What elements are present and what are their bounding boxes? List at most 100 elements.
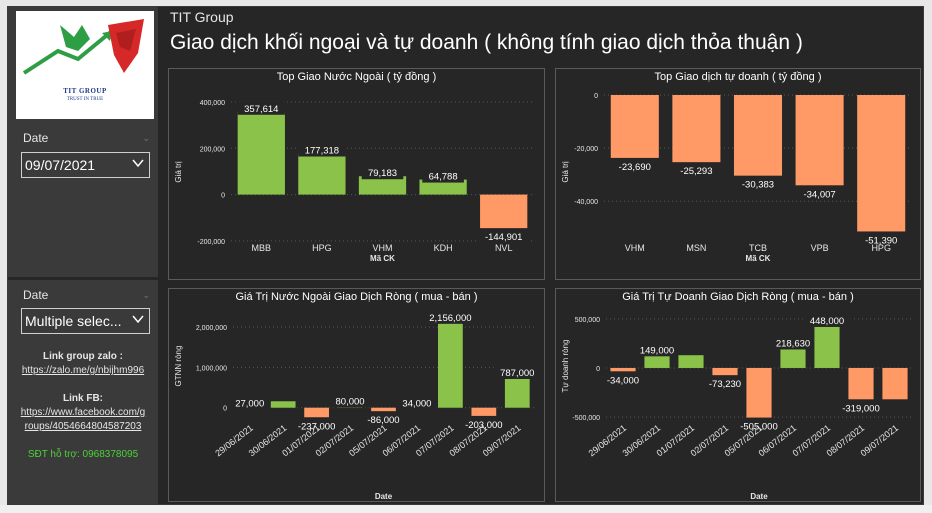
data-label-bg xyxy=(769,336,817,350)
data-label-bg xyxy=(734,177,782,191)
y-tick-label: -20,000 xyxy=(574,146,598,153)
data-label: -237,000 xyxy=(298,421,336,432)
data-label: 787,000 xyxy=(500,368,534,379)
x-tick-label: VHM xyxy=(625,243,645,253)
date-multi-dropdown[interactable]: Multiple selec... xyxy=(21,308,150,334)
bar xyxy=(298,153,346,195)
data-label-bg xyxy=(298,143,346,157)
chart-panel-foreign-net: Giá Trị Nước Ngoài Giao Dịch Ròng ( mua … xyxy=(168,288,545,502)
chevron-down-icon[interactable]: ⌄ xyxy=(142,133,150,143)
bar xyxy=(672,95,721,163)
data-label-bg xyxy=(477,230,531,244)
data-label-bg xyxy=(422,169,464,183)
data-label: 27,000 xyxy=(235,399,264,410)
chart-panel-prop-net: Giá Trị Tự Doanh Giao Dịch Ròng ( mua - … xyxy=(555,288,921,502)
chart-panel-prop-top: Top Giao dịch tự doanh ( tỷ đồng ) 0 -20,… xyxy=(555,68,921,280)
fb-link-line1[interactable]: https://www.facebook.com/g xyxy=(20,407,146,418)
x-tick-label: HPG xyxy=(871,243,891,253)
data-label: -505,000 xyxy=(740,422,778,433)
bar xyxy=(270,401,296,408)
data-label-bg xyxy=(857,233,905,247)
dashboard: TIT GROUP TRUST IN TRUE Date ⌄ 09/07/202… xyxy=(7,6,924,506)
x-axis-label: Date xyxy=(750,492,768,501)
zalo-link[interactable]: https://zalo.me/g/nbijhm996 xyxy=(21,365,145,376)
data-label-bg xyxy=(834,401,888,415)
fb-link-line2[interactable]: roups/4054664804587203 xyxy=(24,421,142,432)
bar xyxy=(419,179,467,195)
y-tick-label: 1,000,000 xyxy=(196,365,227,372)
data-label-bg xyxy=(493,365,541,379)
bar xyxy=(471,407,497,416)
data-label-bg xyxy=(701,377,749,391)
x-tick-label: TCB xyxy=(749,243,767,253)
data-label: 2,156,000 xyxy=(429,313,471,324)
chart-foreign-top: 400,000 200,000 0 -200,000 Giá trị 357,614 MBB… xyxy=(174,100,534,263)
data-label: -30,383 xyxy=(742,180,774,191)
logo-name: TIT GROUP xyxy=(63,87,107,95)
y-tick-label: 0 xyxy=(596,366,600,373)
bar xyxy=(304,407,329,418)
page-tabs-strip xyxy=(0,505,932,513)
data-label: 177,318 xyxy=(305,146,339,157)
data-label-bg xyxy=(359,413,408,427)
logo-graphic-icon xyxy=(22,19,144,75)
date-dropdown[interactable]: 09/07/2021 xyxy=(21,152,150,178)
data-label: -51,390 xyxy=(865,235,897,246)
y-axis-label: Tự doanh ròng xyxy=(561,340,570,393)
x-axis-label: Mã CK xyxy=(370,254,395,263)
org-name: TIT Group xyxy=(170,9,234,25)
y-tick-label: 400,000 xyxy=(200,100,225,107)
chevron-down-icon[interactable]: ⌄ xyxy=(142,290,150,300)
x-axis-label: Date xyxy=(375,492,393,501)
y-tick-label: 0 xyxy=(594,93,598,100)
y-tick-label: -200,000 xyxy=(197,239,225,246)
zalo-label: Link group zalo : xyxy=(43,351,123,362)
bar xyxy=(504,375,530,408)
date-multi-dropdown-value: Multiple selec... xyxy=(25,313,122,329)
chevron-down-icon xyxy=(132,315,144,324)
y-tick-label: 0 xyxy=(221,193,225,200)
bar xyxy=(610,95,659,158)
divider xyxy=(8,277,158,280)
support-phone: SĐT hỗ trợ: 0968378095 xyxy=(27,449,139,460)
logo-tagline: TRUST IN TRUE xyxy=(66,97,104,102)
bar xyxy=(610,367,636,372)
data-label-bg xyxy=(457,417,511,431)
data-label-bg xyxy=(796,187,844,201)
bar xyxy=(857,95,906,232)
bar xyxy=(780,346,806,368)
x-tick-label: VPB xyxy=(811,243,829,253)
chart-title: Giá Trị Nước Ngoài Giao Dịch Ròng ( mua … xyxy=(235,291,478,303)
y-axis-label: Giá trị xyxy=(561,161,570,183)
data-label: 357,614 xyxy=(244,104,278,115)
data-label-bg xyxy=(803,313,851,327)
bar xyxy=(746,367,772,418)
data-label: -25,293 xyxy=(680,166,712,177)
y-tick-label: -500,000 xyxy=(572,415,600,422)
chart-panel-foreign-top: Top Giao Nước Ngoài ( tỷ đồng ) 400,000 2… xyxy=(168,68,545,280)
chart-title: Giá Trị Tự Doanh Giao Dịch Ròng ( mua - … xyxy=(622,291,854,303)
bar xyxy=(848,367,874,400)
data-label-bg xyxy=(329,394,371,408)
data-label-bg xyxy=(396,396,438,410)
x-tick-label: KDH xyxy=(434,243,453,253)
x-tick-label: NVL xyxy=(495,243,513,253)
sidebar: TIT GROUP TRUST IN TRUE Date ⌄ 09/07/202… xyxy=(8,7,158,506)
x-axis-label: Mã CK xyxy=(746,254,771,263)
logo: TIT GROUP TRUST IN TRUE xyxy=(16,11,154,119)
data-label: -34,007 xyxy=(803,189,835,200)
y-tick-label: -40,000 xyxy=(574,199,598,206)
y-axis-label: Giá trị xyxy=(174,161,183,183)
bar xyxy=(882,367,908,400)
x-tick-label: 09/07/2021 xyxy=(859,423,901,459)
date-dropdown-value: 09/07/2021 xyxy=(25,157,96,173)
data-label-bg xyxy=(611,159,659,173)
y-axis-label: GTNN ròng xyxy=(174,346,183,387)
bar xyxy=(795,95,844,186)
data-label-bg xyxy=(421,310,480,324)
bar xyxy=(438,320,463,408)
data-label-bg xyxy=(290,419,344,433)
data-label-bg xyxy=(237,101,285,115)
bar xyxy=(733,95,783,176)
